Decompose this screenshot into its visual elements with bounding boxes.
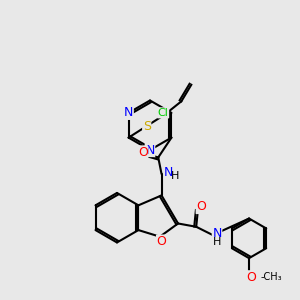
Text: O: O <box>246 271 256 284</box>
Text: O: O <box>157 235 166 248</box>
Text: O: O <box>196 200 206 214</box>
Text: Cl: Cl <box>158 108 169 118</box>
Text: N: N <box>164 166 173 179</box>
Text: H: H <box>213 237 221 247</box>
Text: H: H <box>171 171 180 181</box>
Text: O: O <box>138 146 148 159</box>
Text: N: N <box>145 143 155 157</box>
Text: -CH₃: -CH₃ <box>261 272 282 282</box>
Text: N: N <box>212 227 222 240</box>
Text: S: S <box>143 120 151 133</box>
Text: N: N <box>124 106 133 119</box>
